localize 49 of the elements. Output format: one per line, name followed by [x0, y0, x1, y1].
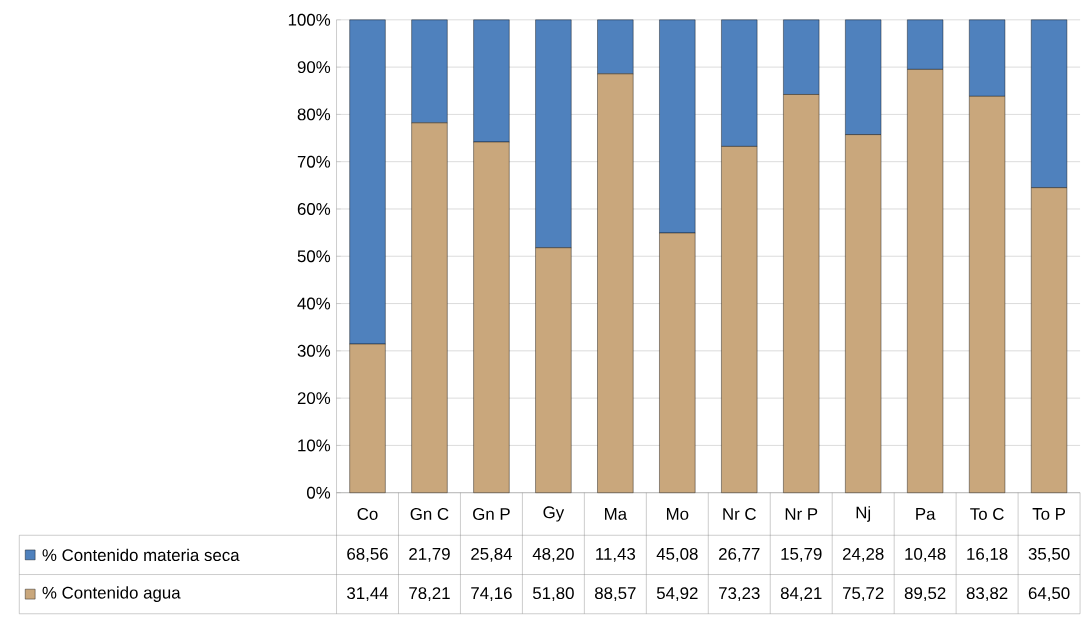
- data-label: 48,20: [532, 548, 574, 563]
- data-label: 25,84: [471, 548, 513, 563]
- data-label: 64,50: [1028, 587, 1070, 602]
- data-label: 74,16: [471, 587, 512, 602]
- y-tick-label: 80%: [297, 108, 331, 121]
- data-label: 68,56: [347, 548, 388, 563]
- data-label: 16,18: [967, 548, 1008, 563]
- y-tick-label: 90%: [297, 61, 331, 74]
- data-label: 11,43: [596, 548, 636, 563]
- x-tick-label: Pa: [916, 508, 936, 521]
- data-label: 73,23: [719, 587, 760, 602]
- data-label: 15,79: [781, 548, 822, 563]
- data-label: 21,79: [409, 548, 450, 563]
- x-tick-label: Nj: [856, 506, 871, 523]
- data-label: 35,50: [1028, 548, 1070, 563]
- legend-label: % Contenido materia seca: [42, 548, 240, 562]
- data-label: 31,44: [347, 587, 389, 602]
- x-tick-label: Co: [357, 508, 378, 521]
- y-tick-label: 10%: [298, 439, 331, 452]
- y-tick-label: 60%: [297, 203, 331, 216]
- x-tick-label: Nr C: [723, 508, 756, 521]
- x-tick-label: To P: [1032, 508, 1066, 521]
- x-tick-label: Mo: [666, 508, 689, 521]
- y-tick-label: 40%: [297, 297, 331, 310]
- data-label: 84,21: [780, 587, 822, 602]
- data-label: 83,82: [966, 587, 1008, 602]
- y-tick-label: 70%: [297, 155, 331, 168]
- data-label: 89,52: [904, 587, 946, 602]
- x-tick-label: Nr P: [785, 508, 818, 520]
- data-label: 10,48: [905, 548, 946, 563]
- data-label: 45,08: [656, 548, 698, 563]
- legend-label: % Contenido agua: [42, 586, 181, 603]
- data-label: 88,57: [595, 587, 636, 602]
- data-label: 78,21: [409, 587, 450, 602]
- data-label: 75,72: [842, 587, 884, 602]
- data-label: 54,92: [656, 587, 698, 602]
- y-tick-label: 20%: [297, 392, 331, 405]
- y-tick-label: 0%: [307, 486, 331, 499]
- data-label: 26,77: [719, 548, 760, 563]
- data-label: 51,80: [532, 587, 574, 602]
- x-tick-label: Gn P: [473, 508, 510, 521]
- y-tick-label: 100%: [288, 14, 331, 26]
- y-tick-label: 30%: [297, 345, 331, 358]
- y-tick-label: 50%: [297, 250, 331, 263]
- x-tick-label: Ma: [605, 508, 628, 521]
- x-tick-label: Gn C: [410, 508, 449, 521]
- data-label: 24,28: [842, 548, 884, 563]
- x-tick-label: To C: [970, 508, 1004, 521]
- x-tick-label: Gy: [543, 506, 565, 522]
